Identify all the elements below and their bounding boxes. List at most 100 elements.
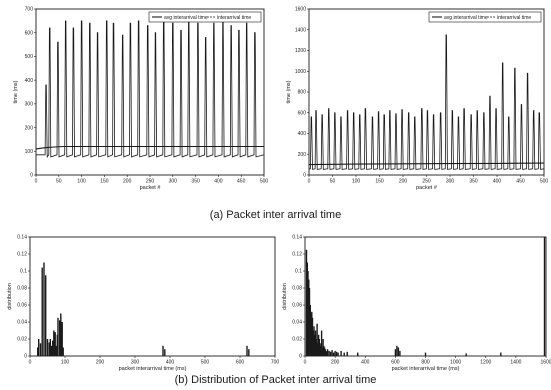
panel-3-xtick-label: 600 (236, 360, 245, 366)
panel-4-bar (346, 351, 348, 357)
panel-1-ytick-label: 600 (25, 30, 34, 36)
panel-4-bar (319, 343, 321, 357)
panel-3-bar (48, 342, 50, 356)
panel-4-bar (543, 237, 546, 356)
panel-3-xtick-label: 400 (166, 360, 175, 366)
panel-2-xtick-label: 300 (446, 179, 455, 185)
panel-3-ytick-label: 0.02 (17, 337, 27, 343)
panel-1-ytick-label: 500 (25, 54, 34, 60)
panel-4-xtick-label: 1200 (480, 360, 491, 366)
panel-2-xtick-label: 500 (540, 179, 549, 185)
panel-1-xtick-label: 450 (237, 179, 246, 185)
panel-4-bar (329, 351, 332, 357)
panel-4-bar (357, 352, 359, 356)
panel-1-ytick-label: 200 (25, 125, 34, 131)
panel-4-bar (394, 349, 397, 356)
panel-3-bar (37, 347, 39, 356)
panel-4-bar (314, 330, 317, 356)
panel-4-bar (326, 351, 328, 357)
panel-3-bar (39, 343, 42, 357)
panel-1-ytick-label: 300 (25, 102, 34, 108)
panel-1-legend-label-avg: avg interarrival time (164, 15, 208, 21)
panel-3-bar (57, 317, 59, 357)
panel-2-ytick-label: 1400 (295, 27, 306, 33)
panel-4-xtick-label: 800 (421, 360, 430, 366)
panel-1-ylabel: time (ms) (13, 80, 19, 103)
panel-4-xlabel: packet interarrival time (ms) (392, 366, 460, 372)
panel-4-xtick-label: 200 (331, 360, 340, 366)
panel-4-bar (424, 352, 427, 356)
panel-4-bar (465, 353, 467, 356)
panel-4-ytick-label: 0 (299, 354, 302, 360)
panel-4-bar (323, 347, 326, 356)
panel-4-bar (397, 347, 400, 356)
panel-3-bar (38, 339, 40, 356)
panel-3-xtick-label: 0 (29, 360, 32, 366)
panel-3-xlabel: packet interarrival time (ms) (119, 366, 187, 372)
panel-3-ytick-label: 0.12 (17, 252, 27, 258)
panel-4-bar (310, 313, 312, 356)
panel-4-bar (340, 350, 342, 356)
panel-3-bar (162, 345, 164, 356)
panel-3-xtick-label: 700 (271, 360, 280, 366)
panel-4-bar (328, 350, 330, 356)
panel-2-xtick-label: 250 (422, 179, 431, 185)
panel-1-xtick-label: 250 (146, 179, 155, 185)
panel-3-bar (246, 345, 248, 356)
panel-3-xtick-label: 200 (96, 360, 105, 366)
panel-2-xtick-label: 0 (308, 179, 311, 185)
panel-4-bar (325, 350, 327, 356)
panel-4-bar (307, 271, 309, 356)
panel-4-xtick-label: 600 (391, 360, 400, 366)
panel-4-bar (335, 351, 338, 357)
panel-3-bar (41, 267, 43, 356)
panel-4-bar (322, 339, 324, 356)
panel-4-bar (320, 330, 323, 356)
panel-1-frame (35, 8, 265, 176)
panel-4-xtick-label: 400 (361, 360, 370, 366)
panel-3-bar (248, 349, 250, 356)
panel-3-bar (62, 347, 64, 356)
panel-4-ylabel: distribution (282, 283, 288, 310)
panel-1-series-interarrival-time (36, 20, 265, 159)
panel-1-ytick-label: 100 (25, 149, 34, 155)
caption-b: (b) Distribution of Packet inter arrival… (174, 374, 377, 386)
panel-2-xtick-label: 200 (399, 179, 408, 185)
panel-4-ytick-label: 0.02 (292, 337, 302, 343)
panel-4-ytick-label: 0.14 (292, 235, 302, 241)
panel-4-bar (399, 350, 401, 356)
panel-4-bar (316, 323, 318, 356)
panel-1-ytick-label: 0 (30, 173, 33, 179)
panel-2-legend-label-interarrival: interarrival time (497, 15, 531, 21)
panel-4-bar (320, 345, 322, 356)
panel-2-xtick-label: 350 (469, 179, 478, 185)
panel-3-bar (51, 345, 53, 356)
panel-2-xlabel: packet # (416, 185, 438, 191)
panel-3-bar (53, 330, 55, 356)
panel-2-legend-label-avg: avg interarrival time (444, 15, 488, 21)
panel-1-ytick-label: 700 (25, 7, 34, 13)
panel-2-series-avg-interarrival-time (308, 162, 545, 166)
panel-3-ytick-label: 0.04 (17, 320, 27, 326)
panel-1-xtick-label: 0 (35, 179, 38, 185)
panel-3-bar (45, 275, 47, 357)
panel-4-bar (308, 288, 311, 356)
panel-2-ytick-label: 800 (298, 90, 307, 96)
panel-4-ytick-label: 0.08 (292, 286, 302, 292)
panel-4-xtick-label: 1000 (450, 360, 461, 366)
panel-4-xtick-label: 0 (304, 360, 307, 366)
panel-4-bar (305, 249, 308, 357)
panel-3-bar (164, 349, 166, 356)
panel-4-bar (323, 345, 325, 356)
panel-2-xtick-label: 150 (375, 179, 384, 185)
panel-2-ytick-label: 1000 (295, 69, 306, 75)
panel-4-ytick-label: 0.1 (295, 269, 302, 275)
caption-a: (a) Packet inter arrival time (209, 209, 342, 221)
panel-4-ytick-label: 0.12 (292, 252, 302, 258)
panel-4-bar (500, 352, 502, 356)
panel-1-ytick-label: 400 (25, 78, 34, 84)
panel-4-bar (318, 339, 320, 356)
panel-3-bar (49, 339, 51, 356)
panel-1-xtick-label: 200 (123, 179, 132, 185)
